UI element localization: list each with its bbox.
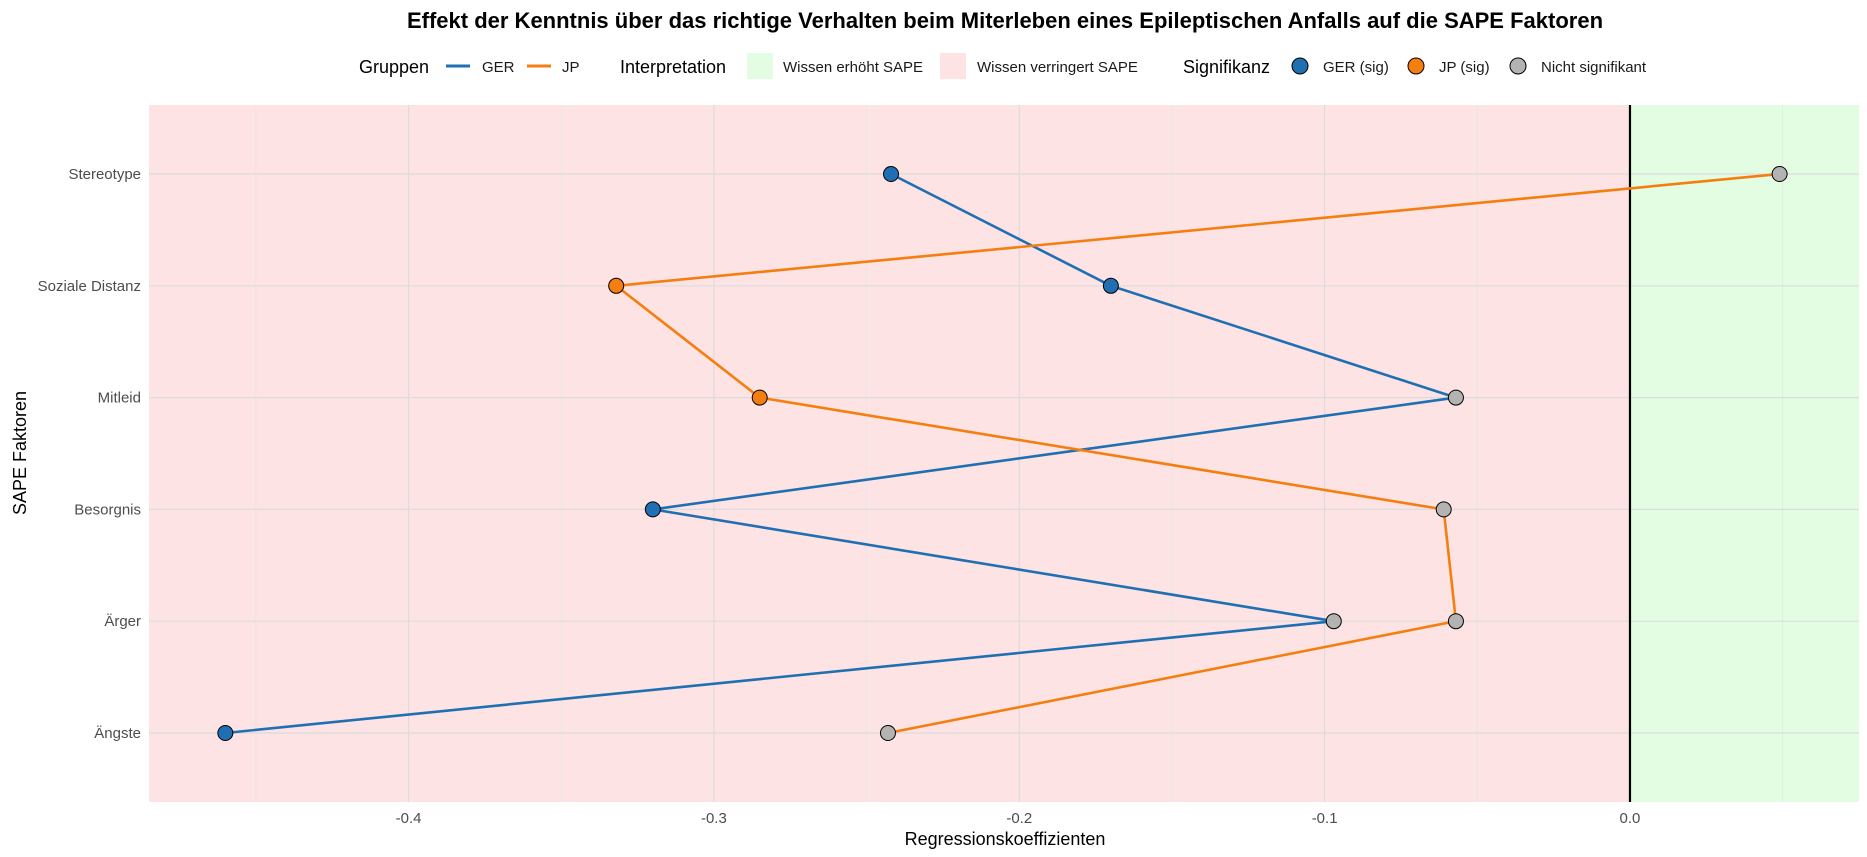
legend-label-decreases: Wissen verringert SAPE [977,59,1138,76]
point-ger [644,501,661,518]
legend-groups-title: Gruppen [359,57,429,77]
legend-swatch-increases [747,53,773,79]
point-jp [751,389,768,406]
point-jp [1447,613,1464,630]
point-jp [608,277,625,294]
legend-label-ger-sig: GER (sig) [1323,59,1389,76]
region-decreases [149,105,1630,802]
x-tick-label: -0.2 [1006,810,1032,827]
x-tick-label: 0.0 [1620,810,1641,827]
y-tick-label: Ängste [94,725,141,742]
point-jp [1771,166,1788,182]
point-ger [1447,389,1464,406]
y-tick-label: Besorgnis [74,501,141,518]
legend: Gruppen GER JP Interpretation Wissen erh… [359,53,1647,79]
y-tick-label: Mitleid [98,390,141,407]
legend-label-jp-sig: JP (sig) [1439,59,1490,76]
point-jp [879,725,896,741]
x-tick-label: -0.3 [701,810,727,827]
legend-interpretation-title: Interpretation [620,57,726,77]
y-tick-label: Stereotype [68,166,141,183]
point-ger [883,166,900,182]
legend-label-nonsig: Nicht signifikant [1541,59,1647,76]
y-axis-title: SAPE Faktoren [10,391,30,515]
x-axis-title: Regressionskoeffizienten [905,829,1106,849]
legend-significance-title: Signifikanz [1183,57,1270,77]
point-ger [1102,277,1119,294]
legend-swatch-jp-sig [1407,57,1425,75]
point-ger [1325,613,1342,630]
point-ger [217,725,234,741]
series-line-jp [614,172,1780,735]
plot-area: Ängste Ärger Besorgnis Mitleid Soziale Dista… [38,105,1859,827]
legend-swatch-ger-sig [1291,57,1309,75]
legend-label-ger: GER [482,59,515,76]
series-line-ger [225,172,1458,735]
y-tick-label: Soziale Distanz [38,278,141,295]
chart-title: Effekt der Kenntnis über das richtige Ve… [407,8,1603,33]
legend-swatch-decreases [940,53,966,79]
y-tick-label: Ärger [104,613,141,630]
x-tick-label: -0.4 [396,810,422,827]
point-jp [1435,501,1452,518]
legend-label-increases: Wissen erhöht SAPE [783,59,923,76]
x-tick-label: -0.1 [1312,810,1338,827]
region-increases [1629,105,1859,802]
legend-swatch-nonsig [1509,57,1527,75]
legend-label-jp: JP [562,59,580,76]
